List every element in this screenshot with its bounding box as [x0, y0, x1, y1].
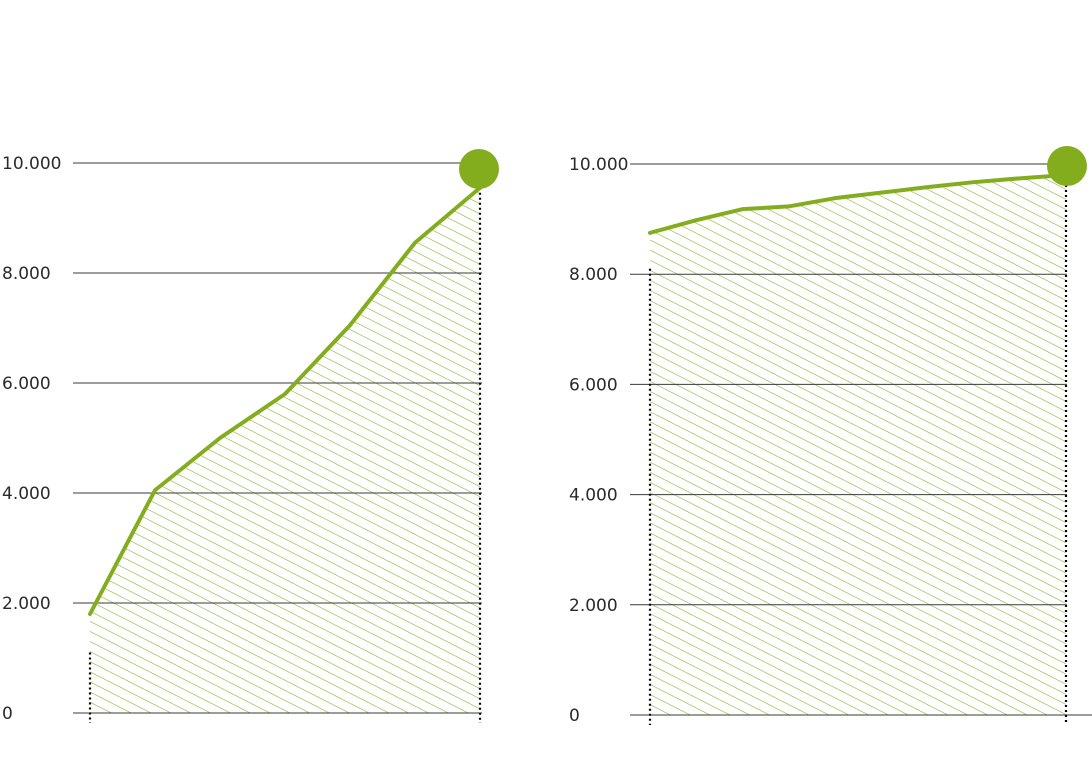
- left-y-tick-label-0: 0: [2, 704, 13, 724]
- right-end-marker: [1047, 146, 1087, 186]
- left-y-tick-label-5: 10.000: [2, 154, 61, 174]
- left-data-point-4: [348, 323, 352, 327]
- right-series-line: [648, 173, 1068, 235]
- left-area-fill: [90, 187, 480, 713]
- right-data-point-2: [740, 207, 744, 211]
- left-y-tick-label-3: 6.000: [2, 374, 51, 394]
- right-data-point-5: [879, 191, 883, 195]
- right-data-point-3: [787, 204, 791, 208]
- left-y-tick-label-2: 4.000: [2, 484, 51, 504]
- right-data-point-0: [648, 231, 652, 235]
- right-data-point-6: [925, 185, 929, 189]
- right-data-point-8: [1018, 176, 1022, 180]
- left-data-point-5: [413, 241, 417, 245]
- chart-left: 0 2.000 4.000 6.000 8.000 10.000: [2, 149, 499, 724]
- left-data-point-3: [283, 392, 287, 396]
- left-series-line: [88, 185, 482, 616]
- right-area-fill: [650, 175, 1066, 715]
- right-y-tick-label-0: 0: [569, 706, 580, 726]
- left-y-tick-label-1: 2.000: [2, 594, 51, 614]
- right-y-tick-label-1: 2.000: [569, 596, 618, 616]
- right-y-tick-label-2: 4.000: [569, 486, 618, 506]
- chart-right: 0 2.000 4.000 6.000 8.000 10.000: [569, 146, 1092, 726]
- right-y-tick-label-5: 10.000: [569, 155, 628, 175]
- right-y-tick-label-3: 6.000: [569, 375, 618, 395]
- right-y-tick-label-4: 8.000: [569, 265, 618, 285]
- right-data-point-4: [833, 196, 837, 200]
- right-data-point-1: [694, 218, 698, 222]
- left-y-tick-label-4: 8.000: [2, 264, 51, 284]
- left-data-point-2: [218, 436, 222, 440]
- left-data-point-1: [153, 488, 157, 492]
- left-data-point-0: [88, 612, 92, 616]
- left-end-marker: [459, 149, 499, 189]
- right-data-point-7: [972, 180, 976, 184]
